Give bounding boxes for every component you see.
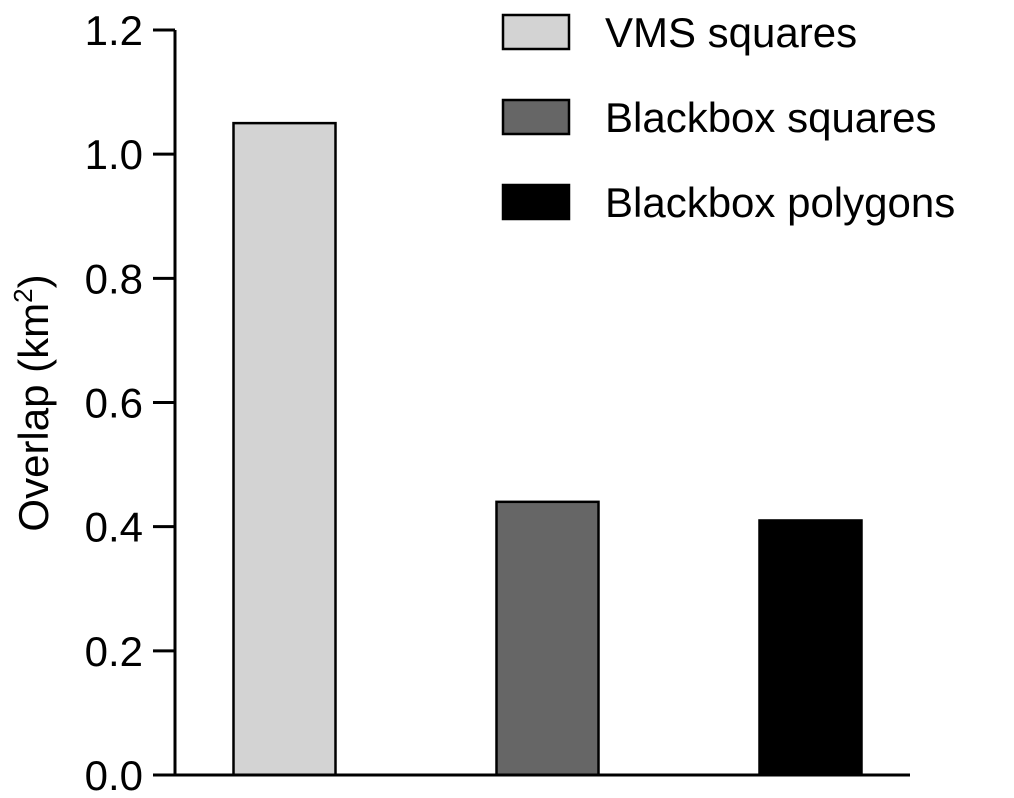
legend-label: VMS squares [605, 9, 857, 56]
y-axis-title: Overlap (km2) [8, 274, 57, 531]
y-tick-label: 0.0 [85, 752, 143, 798]
bar [495, 500, 600, 777]
y-ticks-group: 0.0 0.2 0.4 0.6 0.8 1.0 1.2 [85, 7, 175, 798]
legend: VMS squares Blackbox squares Blackbox poly… [501, 9, 955, 226]
y-axis-title-superscript: 2 [8, 288, 38, 302]
y-tick-label: 0.4 [85, 504, 143, 551]
y-tick-label: 0.6 [85, 380, 143, 427]
y-tick-label: 1.0 [85, 131, 143, 178]
legend-swatch [501, 13, 571, 51]
legend-label: Blackbox polygons [605, 179, 955, 226]
legend-swatch [501, 183, 571, 221]
y-tick-label: 0.2 [85, 628, 143, 675]
y-axis-title-main: Overlap (km [10, 303, 57, 532]
legend-label: Blackbox squares [605, 94, 937, 141]
y-tick-label: 0.8 [85, 255, 143, 302]
y-axis-title-close: ) [10, 274, 57, 288]
y-tick-label: 1.2 [85, 7, 143, 54]
bars-group [232, 121, 863, 777]
bar [758, 519, 863, 777]
bar [232, 121, 337, 777]
legend-swatch [501, 98, 571, 136]
